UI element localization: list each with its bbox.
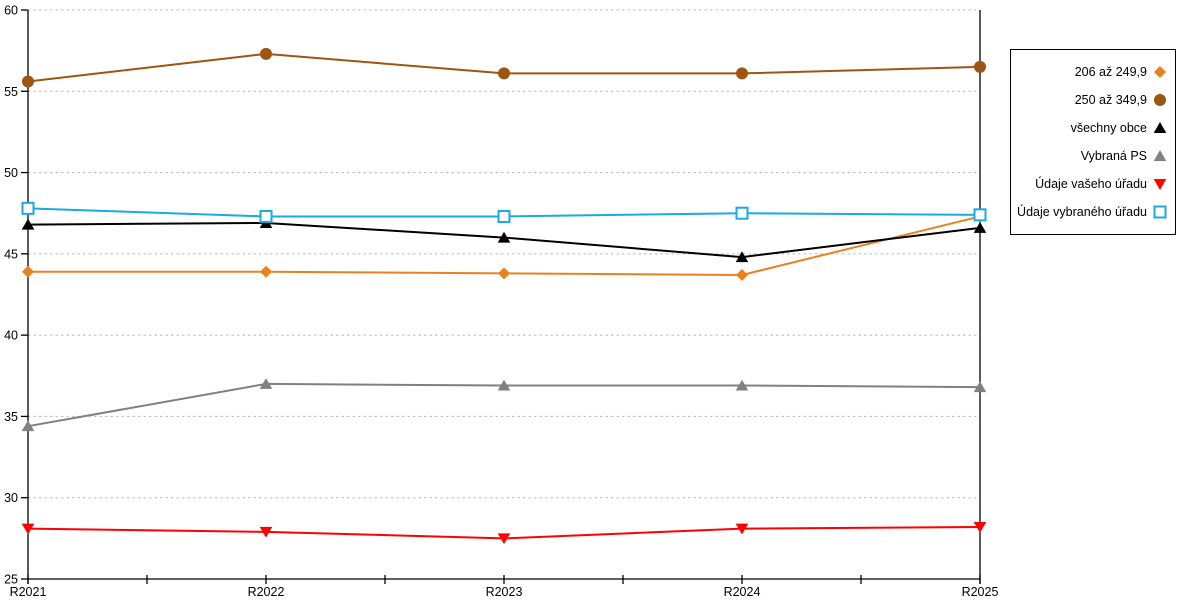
triangle-up-marker-icon (1153, 150, 1167, 161)
diamond-marker-icon (1154, 66, 1166, 78)
circle-marker-icon (736, 67, 748, 80)
y-axis-tick-label: 60 (4, 4, 18, 18)
legend-item-5: Údaje vybraného úřadu (1017, 198, 1168, 226)
square-open-marker-icon (973, 208, 987, 222)
triangle-up-marker-icon (21, 218, 35, 230)
circle-marker-icon (22, 75, 34, 88)
legend-item-2: všechny obce (1018, 114, 1168, 142)
diamond-marker-icon (260, 265, 272, 278)
triangle-down-marker-icon (259, 526, 273, 538)
y-axis-tick-label: 40 (4, 329, 18, 343)
triangle-up-marker-icon (21, 420, 35, 432)
triangle-down-marker-icon (735, 523, 749, 535)
x-axis-tick-label: R2022 (248, 585, 285, 599)
triangle-down-marker-shape (1153, 179, 1167, 190)
legend: 206 až 249,9 250 až 349,9 všechny obce Vybr… (1010, 49, 1176, 235)
triangle-up-marker-icon (973, 222, 987, 233)
diamond-marker-icon (22, 265, 34, 278)
triangle-up-marker-shape (1153, 122, 1167, 133)
legend-item-label: Údaje vybraného úřadu (1017, 205, 1147, 219)
circle-marker-shape (1154, 94, 1166, 106)
triangle-up-marker-icon (497, 231, 511, 243)
x-axis-tick-label: R2024 (724, 585, 761, 599)
legend-item-label: 250 až 349,9 (1074, 93, 1147, 107)
square-open-marker-icon (21, 201, 35, 215)
circle-marker-icon (260, 47, 272, 60)
diamond-marker-icon (498, 267, 510, 280)
triangle-up-marker-icon (735, 379, 749, 391)
legend-item-4: Údaje vašeho úřadu (1018, 170, 1168, 198)
x-axis-tick-label: R2023 (486, 585, 523, 599)
legend-item-1: 250 až 349,9 (1018, 86, 1168, 114)
y-axis-tick-label: 45 (4, 247, 18, 261)
triangle-up-marker-shape (1153, 150, 1167, 161)
x-axis-tick-label: R2025 (962, 585, 999, 599)
legend-item-label: všechny obce (1070, 121, 1147, 135)
square-open-marker-shape (1153, 205, 1167, 219)
y-axis-tick-label: 25 (4, 573, 18, 587)
square-open-marker-icon (497, 209, 511, 223)
triangle-up-marker-icon (973, 381, 987, 393)
circle-marker-icon (974, 60, 986, 73)
triangle-down-marker-icon (1153, 179, 1167, 190)
square-open-marker-icon (1153, 205, 1167, 219)
legend-item-label: Údaje vašeho úřadu (1035, 177, 1147, 191)
diamond-marker-shape (1154, 66, 1166, 78)
triangle-down-marker-icon (497, 533, 511, 545)
legend-item-label: Vybraná PS (1080, 149, 1147, 163)
x-axis-tick-label: R2021 (10, 585, 47, 599)
circle-marker-icon (498, 67, 510, 80)
triangle-up-marker-icon (1153, 122, 1167, 133)
y-axis-tick-label: 50 (4, 166, 18, 180)
triangle-up-marker-icon (735, 251, 749, 263)
legend-item-0: 206 až 249,9 (1018, 58, 1168, 86)
square-open-marker-icon (259, 209, 273, 223)
triangle-down-marker-icon (21, 523, 35, 535)
y-axis-tick-label: 35 (4, 410, 18, 424)
y-axis-tick-label: 55 (4, 85, 18, 99)
legend-item-label: 206 až 249,9 (1074, 65, 1147, 79)
triangle-up-marker-icon (497, 379, 511, 391)
circle-marker-icon (1154, 94, 1166, 106)
triangle-up-marker-icon (259, 378, 273, 389)
legend-item-3: Vybraná PS (1018, 142, 1168, 170)
square-open-marker-icon (735, 206, 749, 220)
y-axis-tick-label: 30 (4, 491, 18, 505)
triangle-down-marker-icon (973, 521, 987, 533)
diamond-marker-icon (736, 268, 748, 281)
